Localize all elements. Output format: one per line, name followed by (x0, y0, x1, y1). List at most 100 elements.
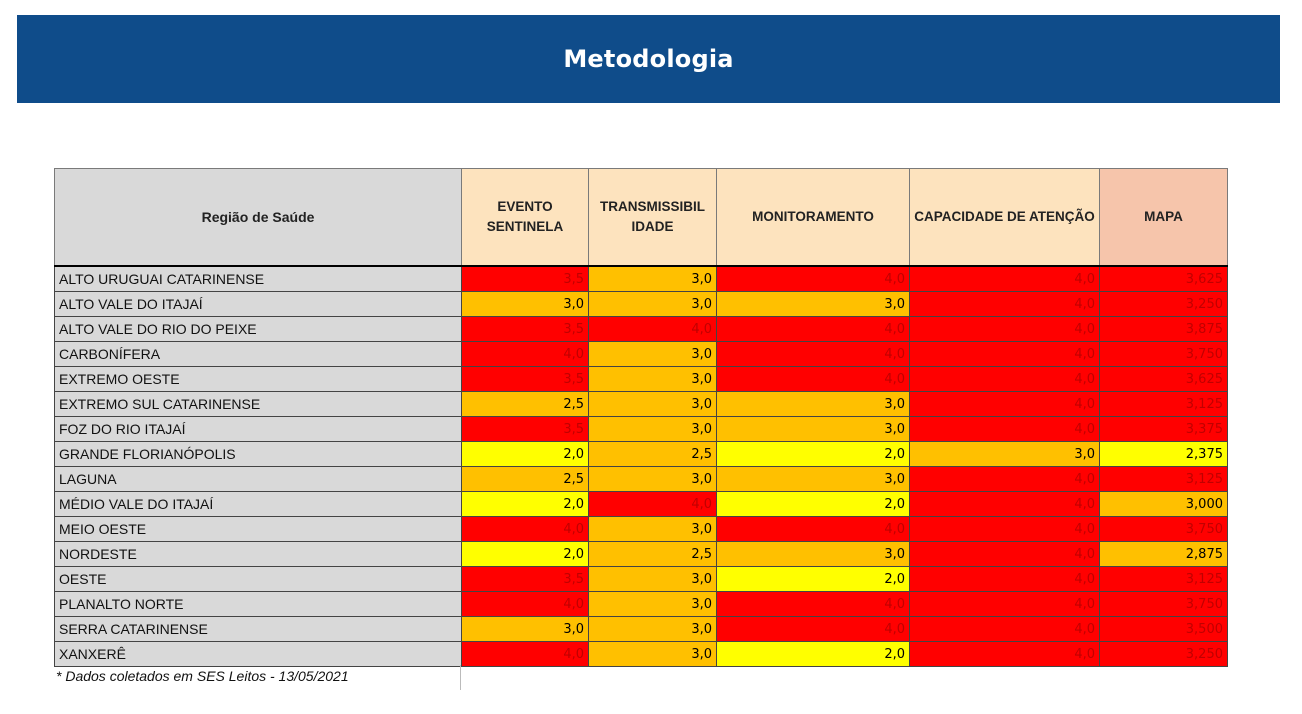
cell-evento-sentinela: 2,5 (461, 391, 589, 417)
cell-region: SERRA CATARINENSE (54, 616, 462, 642)
cell-evento-sentinela: 2,5 (461, 466, 589, 492)
cell-mapa: 3,750 (1099, 341, 1228, 367)
footnote: * Dados coletados em SES Leitos - 13/05/… (56, 668, 349, 684)
table-row: CARBONÍFERA 4,0 3,0 4,0 4,0 3,750 (54, 341, 1228, 367)
cell-mapa: 3,750 (1099, 591, 1228, 617)
cell-transmissibilidade: 4,0 (588, 316, 717, 342)
cell-transmissibilidade: 3,0 (588, 265, 717, 292)
cell-transmissibilidade: 3,0 (588, 566, 717, 592)
column-header-transmissibilidade: TRANSMISSIBIL IDADE (588, 168, 717, 267)
cell-capacidade: 4,0 (909, 316, 1100, 342)
cell-capacidade: 4,0 (909, 466, 1100, 492)
cell-transmissibilidade: 3,0 (588, 291, 717, 317)
cell-capacidade: 4,0 (909, 566, 1100, 592)
cell-mapa: 3,625 (1099, 366, 1228, 392)
cell-monitoramento: 3,0 (716, 391, 910, 417)
column-header-evento-sentinela: EVENTO SENTINELA (461, 168, 589, 267)
table-row: ALTO URUGUAI CATARINENSE 3,5 3,0 4,0 4,0 3,62… (54, 265, 1228, 292)
cell-transmissibilidade: 3,0 (588, 366, 717, 392)
risk-table-container: Região de Saúde EVENTO SENTINELA TRANSMI… (54, 168, 1228, 667)
table-row: MÉDIO VALE DO ITAJAÍ 2,0 4,0 2,0 4,0 3,000 (54, 491, 1228, 517)
cell-region: MÉDIO VALE DO ITAJAÍ (54, 491, 462, 517)
cell-evento-sentinela: 3,5 (461, 566, 589, 592)
cell-monitoramento: 4,0 (716, 591, 910, 617)
cell-region: FOZ DO RIO ITAJAÍ (54, 416, 462, 442)
cell-region: ALTO VALE DO RIO DO PEIXE (54, 316, 462, 342)
cell-evento-sentinela: 3,5 (461, 416, 589, 442)
cell-region: XANXERÊ (54, 641, 462, 667)
cell-monitoramento: 2,0 (716, 491, 910, 517)
cell-region: OESTE (54, 566, 462, 592)
cell-monitoramento: 2,0 (716, 441, 910, 467)
cell-region: ALTO VALE DO ITAJAÍ (54, 291, 462, 317)
cell-transmissibilidade: 3,0 (588, 516, 717, 542)
page-title: Metodologia (563, 45, 734, 73)
cell-monitoramento: 3,0 (716, 416, 910, 442)
cell-transmissibilidade: 3,0 (588, 391, 717, 417)
cell-mapa: 3,125 (1099, 566, 1228, 592)
cell-region: PLANALTO NORTE (54, 591, 462, 617)
cell-mapa: 3,125 (1099, 466, 1228, 492)
cell-transmissibilidade: 2,5 (588, 441, 717, 467)
cell-capacidade: 4,0 (909, 341, 1100, 367)
divider (460, 665, 461, 690)
cell-region: MEIO OESTE (54, 516, 462, 542)
cell-region: LAGUNA (54, 466, 462, 492)
table-row: EXTREMO SUL CATARINENSE 2,5 3,0 3,0 4,0 3,125 (54, 391, 1228, 417)
table-row: NORDESTE 2,0 2,5 3,0 4,0 2,875 (54, 541, 1228, 567)
table-row: PLANALTO NORTE 4,0 3,0 4,0 4,0 3,750 (54, 591, 1228, 617)
cell-transmissibilidade: 3,0 (588, 591, 717, 617)
cell-monitoramento: 4,0 (716, 341, 910, 367)
table-row: LAGUNA 2,5 3,0 3,0 4,0 3,125 (54, 466, 1228, 492)
cell-transmissibilidade: 3,0 (588, 416, 717, 442)
table-row: SERRA CATARINENSE 3,0 3,0 4,0 4,0 3,500 (54, 616, 1228, 642)
table-row: ALTO VALE DO RIO DO PEIXE 3,5 4,0 4,0 4,0 3,8… (54, 316, 1228, 342)
column-header-monitoramento: MONITORAMENTO (716, 168, 910, 267)
cell-mapa: 3,375 (1099, 416, 1228, 442)
table-row: OESTE 3,5 3,0 2,0 4,0 3,125 (54, 566, 1228, 592)
cell-mapa: 3,250 (1099, 291, 1228, 317)
cell-monitoramento: 3,0 (716, 541, 910, 567)
cell-transmissibilidade: 3,0 (588, 341, 717, 367)
cell-monitoramento: 4,0 (716, 265, 910, 292)
table-row: GRANDE FLORIANÓPOLIS 2,0 2,5 2,0 3,0 2,375 (54, 441, 1228, 467)
cell-monitoramento: 2,0 (716, 641, 910, 667)
cell-region: CARBONÍFERA (54, 341, 462, 367)
table-row: MEIO OESTE 4,0 3,0 4,0 4,0 3,750 (54, 516, 1228, 542)
cell-capacidade: 4,0 (909, 591, 1100, 617)
table-row: XANXERÊ 4,0 3,0 2,0 4,0 3,250 (54, 641, 1228, 667)
cell-mapa: 3,250 (1099, 641, 1228, 667)
cell-capacidade: 4,0 (909, 541, 1100, 567)
cell-evento-sentinela: 2,0 (461, 491, 589, 517)
cell-evento-sentinela: 3,5 (461, 366, 589, 392)
cell-mapa: 3,875 (1099, 316, 1228, 342)
cell-evento-sentinela: 3,5 (461, 265, 589, 292)
cell-evento-sentinela: 4,0 (461, 591, 589, 617)
cell-evento-sentinela: 4,0 (461, 516, 589, 542)
cell-evento-sentinela: 2,0 (461, 541, 589, 567)
cell-capacidade: 4,0 (909, 291, 1100, 317)
cell-capacidade: 4,0 (909, 491, 1100, 517)
table-row: FOZ DO RIO ITAJAÍ 3,5 3,0 3,0 4,0 3,375 (54, 416, 1228, 442)
cell-evento-sentinela: 3,0 (461, 291, 589, 317)
table-row: ALTO VALE DO ITAJAÍ 3,0 3,0 3,0 4,0 3,250 (54, 291, 1228, 317)
cell-monitoramento: 4,0 (716, 366, 910, 392)
cell-mapa: 3,625 (1099, 265, 1228, 292)
cell-capacidade: 4,0 (909, 516, 1100, 542)
cell-transmissibilidade: 3,0 (588, 616, 717, 642)
cell-mapa: 3,000 (1099, 491, 1228, 517)
cell-capacidade: 4,0 (909, 265, 1100, 292)
cell-mapa: 3,125 (1099, 391, 1228, 417)
cell-region: ALTO URUGUAI CATARINENSE (54, 265, 462, 292)
cell-region: EXTREMO OESTE (54, 366, 462, 392)
cell-monitoramento: 4,0 (716, 316, 910, 342)
cell-transmissibilidade: 4,0 (588, 491, 717, 517)
cell-mapa: 3,750 (1099, 516, 1228, 542)
cell-transmissibilidade: 3,0 (588, 466, 717, 492)
cell-mapa: 3,500 (1099, 616, 1228, 642)
cell-capacidade: 4,0 (909, 416, 1100, 442)
cell-monitoramento: 3,0 (716, 291, 910, 317)
table-header-row: Região de Saúde EVENTO SENTINELA TRANSMI… (54, 168, 1228, 267)
cell-capacidade: 4,0 (909, 366, 1100, 392)
risk-table: Região de Saúde EVENTO SENTINELA TRANSMI… (54, 168, 1228, 667)
